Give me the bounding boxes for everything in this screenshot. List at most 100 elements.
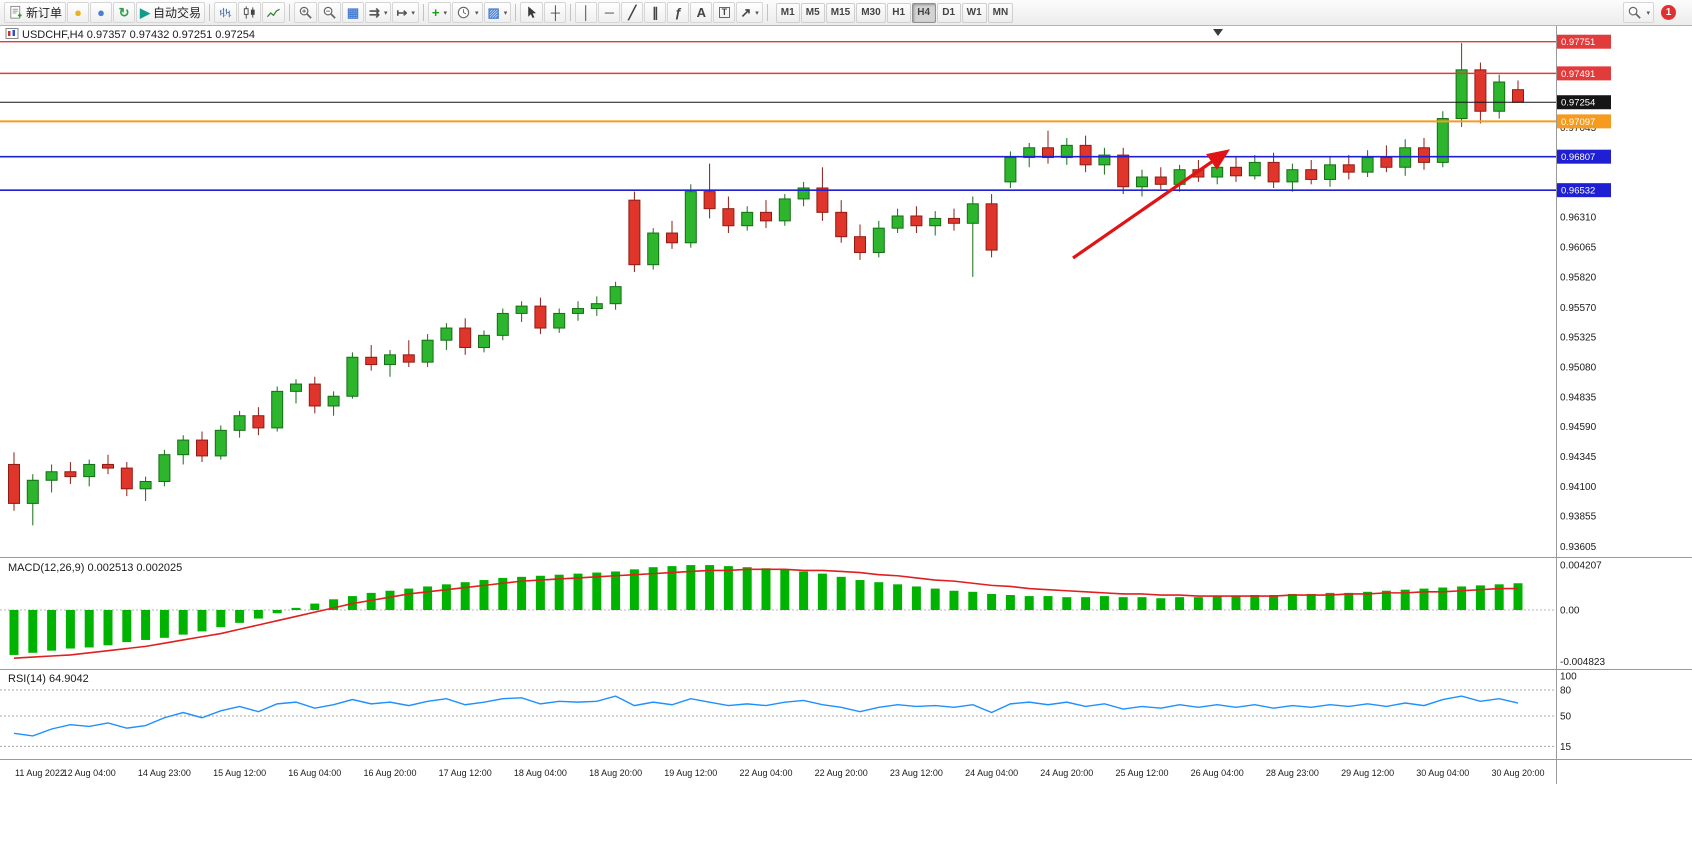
- trend-arrow[interactable]: [1072, 149, 1230, 260]
- vertical-line-icon: │: [582, 5, 591, 20]
- trendline-button[interactable]: ╱: [621, 2, 644, 23]
- timeframe-m1[interactable]: M1: [775, 2, 800, 23]
- text-icon: A: [696, 5, 706, 20]
- candlestick-chart-icon: [242, 5, 257, 20]
- rsi-axis-label: 50: [1560, 712, 1572, 723]
- price-axis[interactable]: 0.97045 0.96310 0.96065 0.95820 0.95570 0.953…: [1557, 34, 1611, 553]
- macd-axis-label: 0.00: [1560, 606, 1580, 617]
- rsi-axis-label: 80: [1560, 685, 1572, 696]
- rsi-axis-label: 15: [1560, 742, 1572, 753]
- chart-shift-icon: ↦: [396, 5, 408, 20]
- price-axis-label: 0.94100: [1560, 482, 1597, 493]
- periods-icon: [456, 5, 471, 20]
- timeframe-m30[interactable]: M30: [856, 2, 886, 23]
- search-button[interactable]: ▾: [1623, 2, 1654, 23]
- search-icon: [1627, 5, 1642, 20]
- time-axis-label: 24 Aug 04:00: [965, 768, 1018, 778]
- time-axis-label: 17 Aug 12:00: [439, 768, 492, 778]
- candlestick-chart-button[interactable]: [238, 2, 262, 23]
- autotrading-button-label: 自动交易: [153, 6, 202, 20]
- macd-signal-line: [13, 568, 1518, 659]
- templates-button[interactable]: ▨ ▾: [483, 2, 512, 23]
- time-axis-label: 12 Aug 04:00: [63, 768, 116, 778]
- timeframe-w1[interactable]: W1: [961, 2, 987, 23]
- periods-button[interactable]: ▾: [451, 2, 483, 23]
- time-axis-label: 18 Aug 20:00: [589, 768, 642, 778]
- time-axis-label: 22 Aug 04:00: [739, 768, 792, 778]
- refresh-button[interactable]: ↻: [113, 2, 136, 23]
- auto-scroll-button[interactable]: ⇉ ▾: [365, 2, 392, 23]
- indicators-button[interactable]: + ▾: [427, 2, 451, 23]
- timeframe-m5[interactable]: M5: [800, 2, 825, 23]
- time-axis-label: 22 Aug 20:00: [815, 768, 868, 778]
- line-chart-button[interactable]: [262, 2, 286, 23]
- toolbar-separator: [209, 4, 211, 21]
- text-label-icon: T: [718, 7, 731, 18]
- rsi-panel: 100 80 50 15: [0, 672, 1577, 753]
- autotrading-button[interactable]: ▶ 自动交易: [136, 2, 206, 23]
- price-chart[interactable]: 0.97045 0.96310 0.96065 0.95820 0.95570 0.953…: [0, 26, 1692, 848]
- rsi-line: [13, 695, 1519, 737]
- zoom-out-button[interactable]: [318, 2, 342, 23]
- vertical-line-button[interactable]: │: [575, 2, 598, 23]
- crosshair-button[interactable]: ┼: [544, 2, 567, 23]
- svg-text:0.97097: 0.97097: [1561, 117, 1595, 128]
- time-axis-label: 18 Aug 04:00: [514, 768, 567, 778]
- tile-windows-button[interactable]: ▦: [342, 2, 365, 23]
- macd-axis-label: -0.004823: [1560, 657, 1605, 668]
- text-button[interactable]: A: [690, 2, 713, 23]
- price-axis-label: 0.95820: [1560, 272, 1597, 283]
- timeframe-d1[interactable]: D1: [936, 2, 961, 23]
- price-axis-label: 0.96065: [1560, 243, 1597, 254]
- zoom-in-button[interactable]: [294, 2, 318, 23]
- time-axis-label: 26 Aug 04:00: [1191, 768, 1244, 778]
- chart-shift-marker[interactable]: [1213, 29, 1223, 36]
- toolbar-separator: [515, 4, 517, 21]
- new-order-button-label: 新订单: [26, 6, 63, 20]
- timeframe-m15[interactable]: M15: [825, 2, 856, 23]
- price-badge: 0.96532: [1557, 183, 1611, 198]
- macd-panel: 0.004207 0.00 -0.004823: [0, 560, 1605, 668]
- new-order-button[interactable]: 新订单: [4, 2, 67, 23]
- notification-badge[interactable]: 1: [1661, 5, 1676, 20]
- time-axis-label: 16 Aug 04:00: [288, 768, 341, 778]
- metaeditor-button[interactable]: ●: [67, 2, 90, 23]
- dropdown-caret-icon: ▾: [503, 9, 508, 17]
- timeframe-mn[interactable]: MN: [987, 2, 1014, 23]
- svg-text:0.97751: 0.97751: [1561, 37, 1595, 48]
- price-badge: 0.97097: [1557, 114, 1611, 129]
- timeframe-h1[interactable]: H1: [886, 2, 911, 23]
- time-axis-label: 11 Aug 2022: [15, 768, 65, 778]
- market-watch-button[interactable]: ●: [90, 2, 113, 23]
- toolbar-separator: [289, 4, 291, 21]
- bar-chart-icon: [218, 5, 233, 20]
- text-label-button[interactable]: T: [713, 2, 736, 23]
- timeframe-group: M1 M5 M15 M30 H1 H4 D1 W1 MN: [775, 2, 1014, 23]
- price-axis-label: 0.95570: [1560, 303, 1597, 314]
- price-axis-label: 0.96310: [1560, 213, 1597, 224]
- candlesticks: [8, 43, 1524, 526]
- cursor-button[interactable]: [520, 2, 544, 23]
- svg-text:0.96532: 0.96532: [1561, 186, 1595, 197]
- bar-chart-button[interactable]: [214, 2, 238, 23]
- timeframe-h4[interactable]: H4: [911, 2, 936, 23]
- price-axis-label: 0.97045: [1560, 123, 1597, 134]
- new-order-icon: [8, 5, 23, 20]
- channel-button[interactable]: ∥: [644, 2, 667, 23]
- chart-window: 0.97045 0.96310 0.96065 0.95820 0.95570 0.953…: [0, 26, 1692, 848]
- horizontal-line-button[interactable]: ─: [598, 2, 621, 23]
- shapes-button[interactable]: ↗ ▾: [736, 2, 763, 23]
- time-axis-label: 15 Aug 12:00: [213, 768, 266, 778]
- templates-icon: ▨: [487, 5, 500, 20]
- time-axis-label: 23 Aug 12:00: [890, 768, 943, 778]
- dropdown-caret-icon: ▾: [755, 9, 759, 17]
- fibonacci-button[interactable]: ƒ: [667, 2, 690, 23]
- time-axis-label: 19 Aug 12:00: [664, 768, 717, 778]
- fibonacci-icon: ƒ: [674, 5, 682, 20]
- channel-icon: ∥: [652, 5, 659, 20]
- macd-axis-label: 0.004207: [1560, 560, 1602, 571]
- time-axis-label: 30 Aug 20:00: [1491, 768, 1544, 778]
- chart-shift-button[interactable]: ↦ ▾: [392, 2, 419, 23]
